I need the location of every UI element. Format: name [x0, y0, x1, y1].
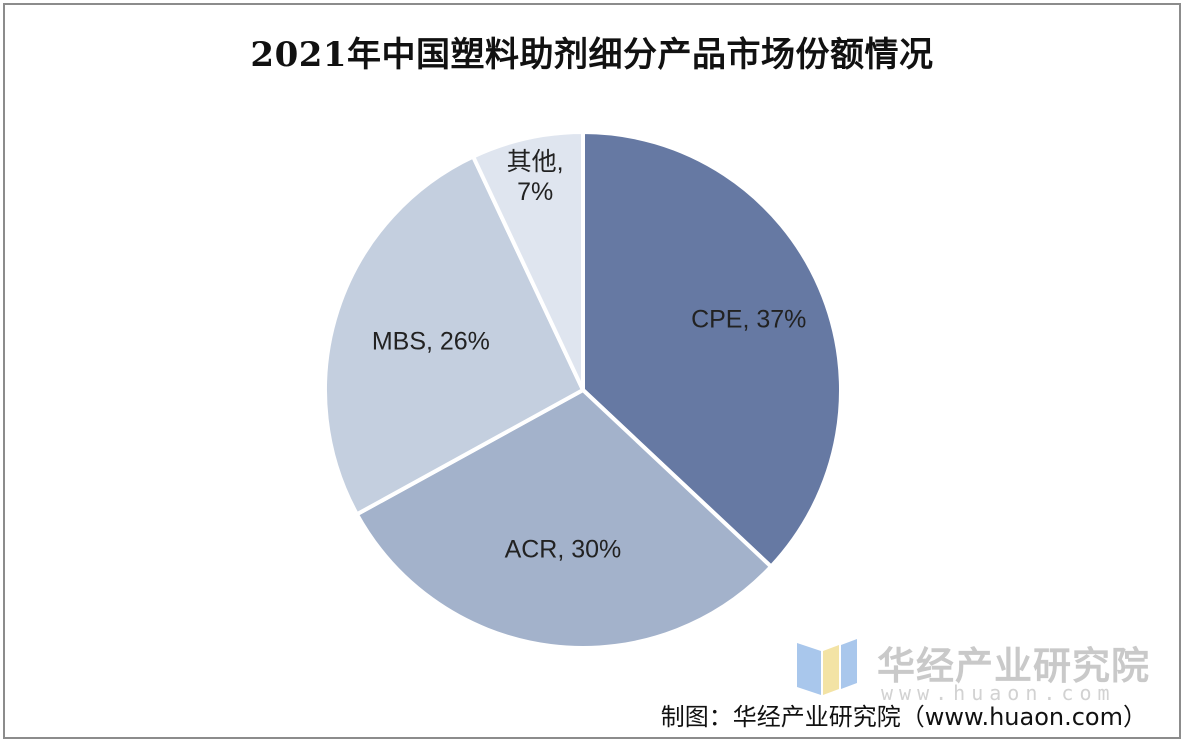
slice-label-CPE: CPE, 37%	[691, 305, 806, 333]
watermark: 华经产业研究院 www.huaon.com	[795, 635, 1155, 705]
pie-slice-其他	[471, 130, 585, 392]
pie-chart: CPE, 37% ACR, 30% MBS, 26% 其他, 7%	[323, 130, 843, 650]
pie-slice-CPE	[581, 130, 843, 569]
pie-slice-ACR	[354, 388, 774, 650]
slice-label-MBS: MBS, 26%	[372, 328, 490, 356]
watermark-text: 华经产业研究院	[877, 644, 1151, 688]
chart-frame: 2021年中国塑料助剂细分产品市场份额情况 CPE, 37% ACR, 30% MB…	[3, 3, 1181, 739]
pie-slice-MBS	[323, 154, 585, 517]
slice-label-其他: 其他, 7%	[507, 148, 564, 206]
watermark-url: www.huaon.com	[881, 681, 1116, 705]
chart-title: 2021年中国塑料助剂细分产品市场份额情况	[250, 35, 934, 75]
source-note: 制图：华经产业研究院（www.huaon.com）	[660, 703, 1147, 731]
watermark-logo-icon	[797, 639, 857, 695]
slice-label-ACR: ACR, 30%	[505, 536, 622, 564]
